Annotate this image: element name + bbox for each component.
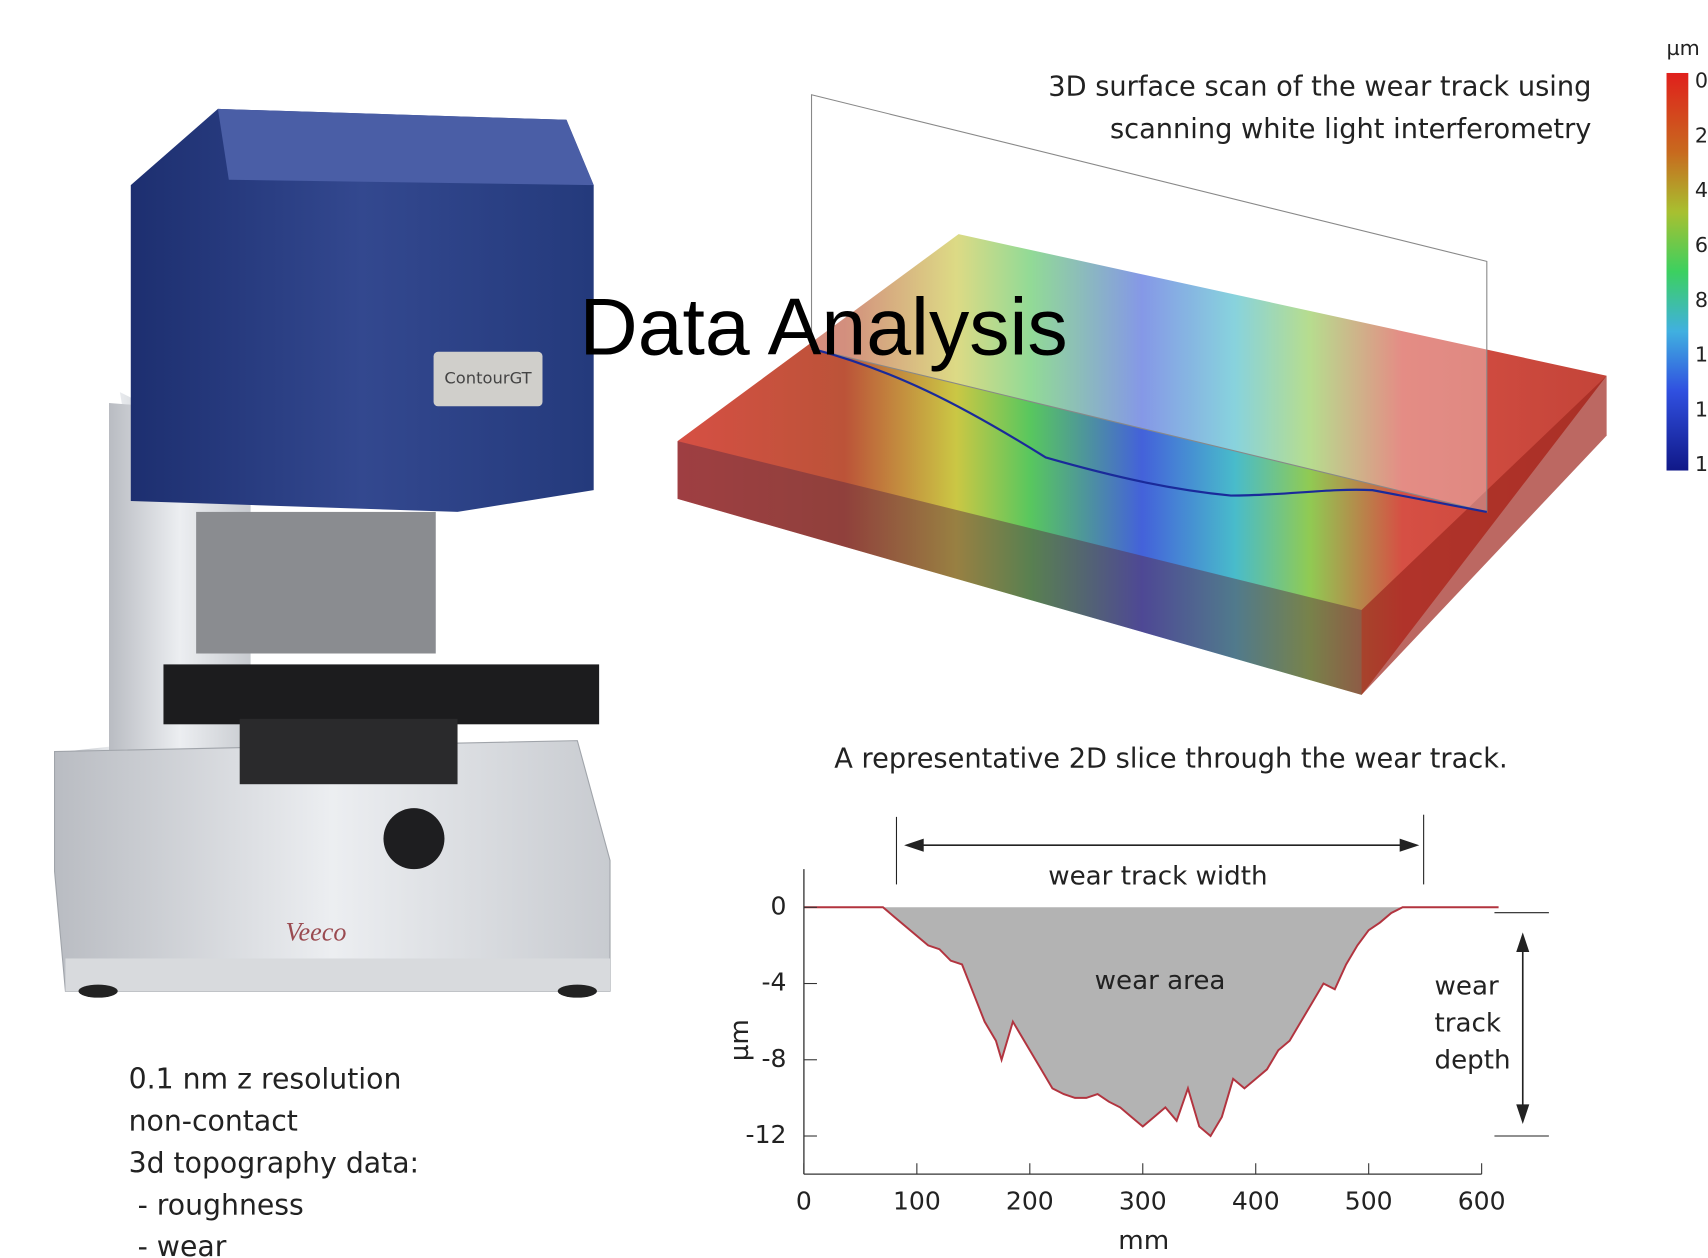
x-tick-label: 0 [796, 1186, 812, 1215]
colorbar-tick-label: 6 [1695, 233, 1708, 257]
colorbar-tick-label: 2 [1695, 123, 1708, 147]
slide-title: Data Analysis [580, 283, 1068, 373]
colorbar-label: µm [1667, 36, 1700, 60]
spec-line: - roughness [129, 1188, 304, 1221]
instrument-photo: ContourGT Veeco [55, 109, 610, 998]
scan-caption: scanning white light interferometry [1110, 114, 1591, 145]
colorbar-tick-label: 4 [1695, 178, 1708, 202]
x-axis-label: mm [1118, 1226, 1169, 1256]
y-tick-label: -4 [761, 968, 786, 997]
slide: ContourGT Veeco 3D surface scan of the w… [0, 0, 1708, 1258]
x-tick-label: 600 [1458, 1186, 1506, 1215]
area-annotation: wear area [1095, 966, 1226, 996]
colorbar-tick-label: 10 [1695, 343, 1708, 367]
chart-title: A representative 2D slice through the we… [834, 744, 1507, 775]
colorbar-tick-label: 14 [1695, 452, 1708, 476]
colorbar-tick-label: 0 [1695, 69, 1708, 93]
profile-chart: A representative 2D slice through the we… [725, 744, 1549, 1256]
y-tick-label: 0 [771, 891, 787, 920]
x-tick-label: 300 [1119, 1186, 1167, 1215]
x-tick-label: 200 [1006, 1186, 1054, 1215]
spec-line: 0.1 nm z resolution [129, 1062, 402, 1095]
spec-line: - wear [129, 1230, 227, 1258]
x-tick-label: 100 [893, 1186, 941, 1215]
page: ContourGT Veeco 3D surface scan of the w… [0, 0, 1708, 1258]
scan-image [678, 95, 1607, 695]
depth-annotation: depth [1435, 1045, 1511, 1075]
x-tick-label: 400 [1232, 1186, 1280, 1215]
specs-list: 0.1 nm z resolution non-contact 3d topogra… [129, 1062, 420, 1258]
depth-annotation: wear [1435, 971, 1499, 1001]
scan-caption: 3D surface scan of the wear track using [1048, 72, 1591, 103]
instrument-label: ContourGT [444, 369, 532, 388]
colorbar-tick-label: 12 [1695, 397, 1708, 421]
x-tick-label: 500 [1345, 1186, 1393, 1215]
colorbar-tick-label: 8 [1695, 288, 1708, 312]
spec-line: 3d topography data: [129, 1146, 420, 1179]
brand-label: Veeco [285, 918, 346, 947]
colorbar [1667, 73, 1689, 471]
colorbar-ticks: 0 2 4 6 8 10 12 14 [1695, 69, 1708, 476]
depth-annotation: track [1435, 1008, 1502, 1038]
y-axis-label: µm [725, 1019, 755, 1061]
spec-line: non-contact [129, 1104, 298, 1137]
width-annotation: wear track width [1048, 861, 1267, 891]
y-tick-label: -8 [761, 1044, 786, 1073]
wear-area [804, 907, 1499, 1136]
y-tick-label: -12 [746, 1120, 787, 1149]
